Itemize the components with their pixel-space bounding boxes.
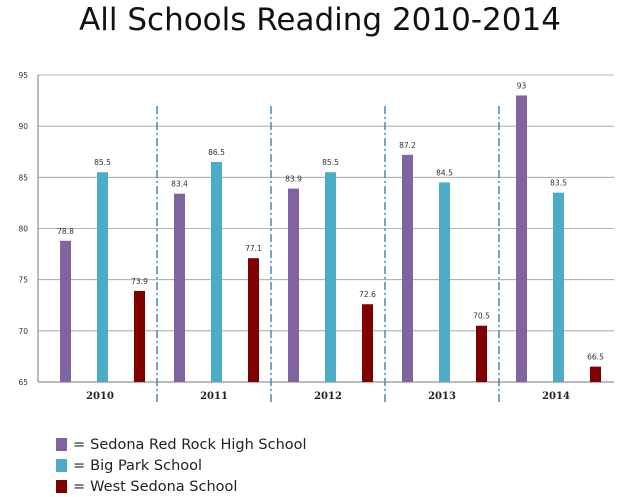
legend-label: Big Park School xyxy=(90,457,203,474)
legend: = Sedona Red Rock High School = Big Park… xyxy=(56,434,307,497)
bar xyxy=(362,304,373,382)
data-label: 84.5 xyxy=(436,168,453,177)
y-tick-label: 70 xyxy=(18,327,28,336)
data-label: 83.9 xyxy=(285,175,302,184)
y-tick-label: 90 xyxy=(18,122,28,131)
legend-swatch xyxy=(56,438,67,451)
legend-item: = Sedona Red Rock High School xyxy=(56,434,307,455)
bar xyxy=(97,172,108,382)
data-label: 77.1 xyxy=(245,244,262,253)
data-label: 83.5 xyxy=(550,179,567,188)
legend-swatch xyxy=(56,459,67,472)
data-label: 86.5 xyxy=(208,148,225,157)
bar xyxy=(439,182,450,382)
x-tick-label: 2013 xyxy=(428,391,456,402)
legend-item: = West Sedona School xyxy=(56,476,307,497)
bar xyxy=(248,258,259,382)
data-label: 73.9 xyxy=(131,277,148,286)
data-label: 93 xyxy=(517,81,527,90)
bar xyxy=(590,366,601,382)
legend-label: Sedona Red Rock High School xyxy=(90,436,307,453)
legend-equals: = xyxy=(73,478,86,495)
data-label: 85.5 xyxy=(322,158,339,167)
data-label: 72.6 xyxy=(359,290,376,299)
data-label: 66.5 xyxy=(587,353,604,362)
bar xyxy=(325,172,336,382)
data-label: 70.5 xyxy=(473,312,490,321)
legend-equals: = xyxy=(73,436,86,453)
bar xyxy=(134,290,145,382)
x-tick-label: 2011 xyxy=(200,391,228,402)
chart-title: All Schools Reading 2010-2014 xyxy=(79,2,561,38)
x-tick-label: 2010 xyxy=(86,391,114,402)
y-tick-label: 80 xyxy=(18,225,28,234)
data-label: 83.4 xyxy=(171,180,188,189)
plot-area: 65 70 75 80 85 90 95 78.8 83.4 83.9 87.2 93 85.5 86.5… xyxy=(18,71,614,405)
bar xyxy=(288,188,299,382)
y-tick-label: 75 xyxy=(18,276,28,285)
bar xyxy=(174,193,185,382)
bar xyxy=(211,161,222,382)
y-tick-label: 85 xyxy=(18,173,28,182)
legend-swatch xyxy=(56,480,67,493)
bar xyxy=(60,240,71,382)
legend-label: West Sedona School xyxy=(90,478,238,495)
legend-item: = Big Park School xyxy=(56,455,307,476)
y-tick-label: 95 xyxy=(18,71,28,80)
bar xyxy=(553,192,564,382)
x-tick-label: 2014 xyxy=(542,391,570,402)
bar xyxy=(476,325,487,382)
data-label: 78.8 xyxy=(57,227,74,236)
bar xyxy=(402,154,413,382)
y-tick-label: 65 xyxy=(18,378,28,387)
bar xyxy=(516,95,527,382)
data-label: 85.5 xyxy=(94,158,111,167)
data-label: 87.2 xyxy=(399,141,416,150)
x-tick-label: 2012 xyxy=(314,391,342,402)
legend-equals: = xyxy=(73,457,86,474)
